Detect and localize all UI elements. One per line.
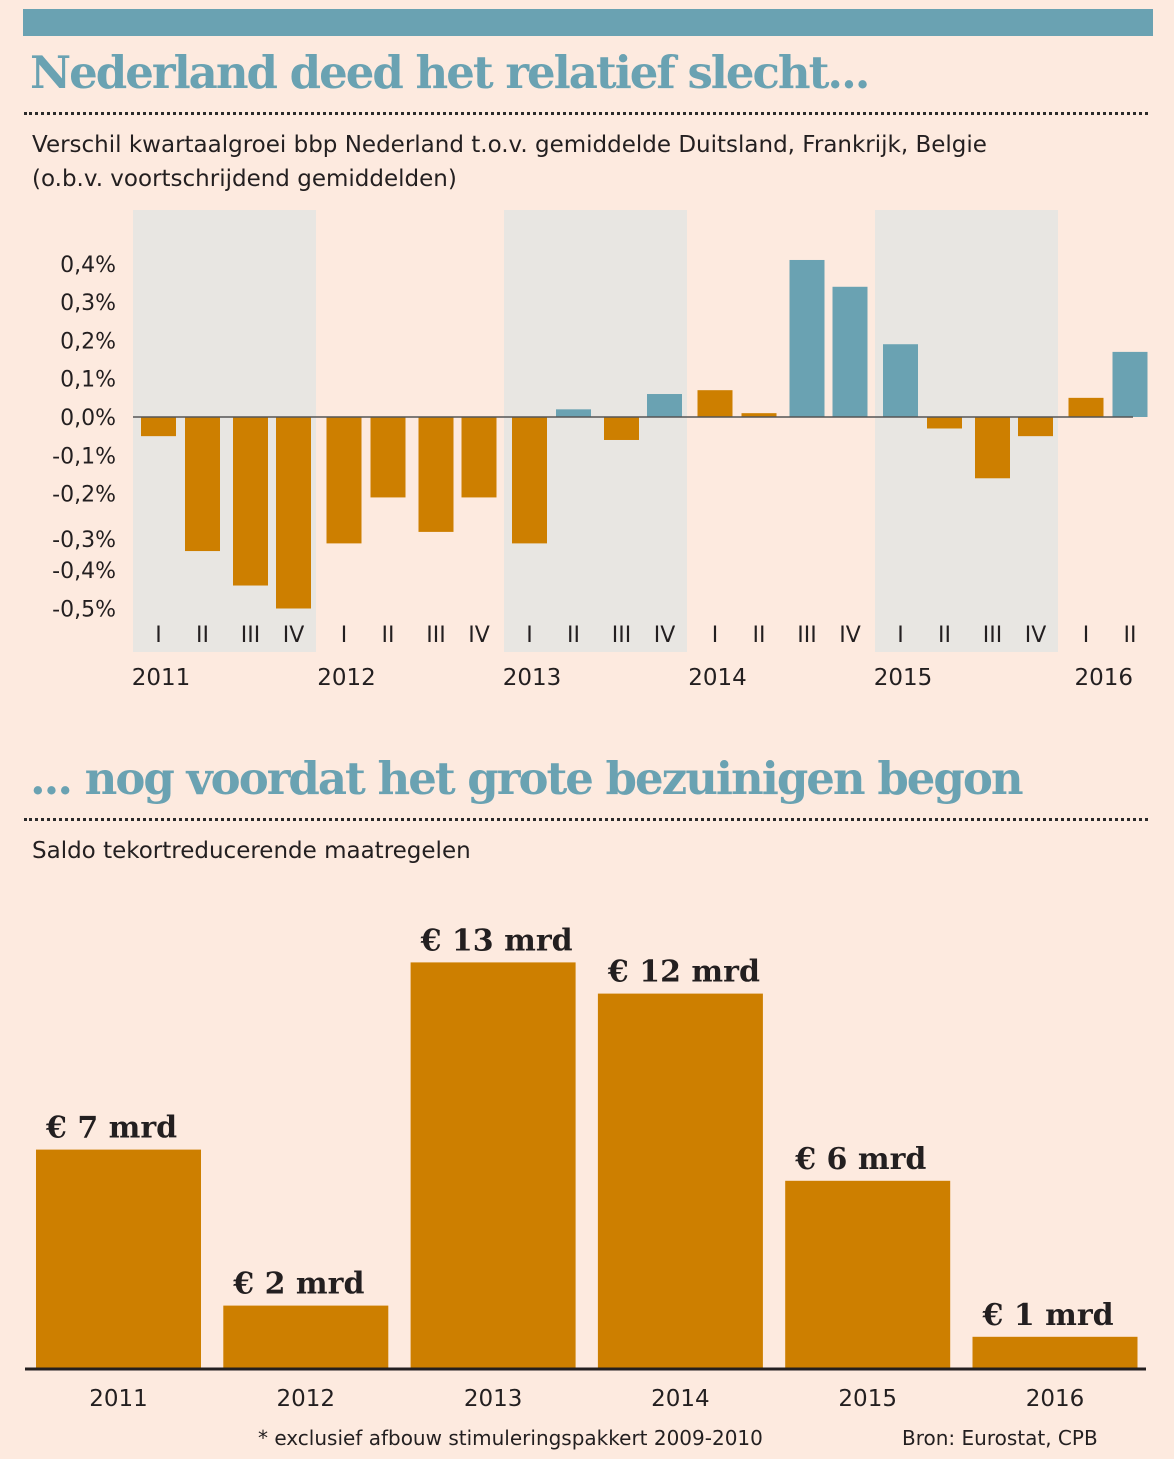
quarter-label: II <box>1124 623 1137 648</box>
year-label: 2014 <box>688 665 747 691</box>
chart1-subtitle: Verschil kwartaalgroei bbp Nederland t.o… <box>32 132 987 192</box>
divider-1 <box>24 112 1148 115</box>
bar-2012-I <box>326 417 362 544</box>
bar-2014-IV <box>832 286 868 417</box>
quarter-label: IV <box>468 623 490 648</box>
bar-2012-II <box>370 417 406 498</box>
quarter-label: II <box>382 623 395 648</box>
bar-2011-II <box>185 417 220 552</box>
bar-2013-I <box>512 417 547 544</box>
bar-2012-III <box>418 417 454 532</box>
y-tick-label: 0,2% <box>60 329 116 354</box>
quarter-label: I <box>1083 623 1090 648</box>
bar-2013-II <box>556 409 591 417</box>
year-label: 2015 <box>838 1386 897 1412</box>
quarter-label: III <box>241 623 260 648</box>
bar-2015-III <box>975 417 1010 479</box>
y-tick-label: 0,3% <box>60 291 116 316</box>
year-label: 2015 <box>874 665 933 691</box>
chart1-title: Nederland deed het relatief slecht... <box>30 46 870 99</box>
bar-2016 <box>972 1336 1138 1368</box>
quarter-label: IV <box>283 623 305 648</box>
quarter-label: II <box>753 623 766 648</box>
value-label: € 6 mrd <box>794 1142 926 1177</box>
quarterly-growth-chart: 0,4% 0,3% 0,2% 0,1% 0,0% -0,1% -0,2% -0,3% -0,4%… <box>52 210 1148 691</box>
bar-2014-III <box>789 259 825 417</box>
y-tick-label: 0,4% <box>60 253 116 278</box>
bar-2015-II <box>927 417 962 429</box>
bar-2015-I <box>883 344 918 417</box>
y-tick-label: -0,5% <box>52 598 116 623</box>
bar-2016-II <box>1112 351 1148 417</box>
bar-2011-IV <box>276 417 311 609</box>
y-tick-label: -0,2% <box>52 483 116 508</box>
y-tick-label: -0,1% <box>52 444 116 469</box>
value-label: € 2 mrd <box>232 1267 364 1302</box>
quarter-label: IV <box>654 623 676 648</box>
quarter-label: I <box>341 623 348 648</box>
quarter-label: III <box>797 623 816 648</box>
year-label: 2014 <box>651 1386 710 1412</box>
quarter-label: IV <box>839 623 861 648</box>
chart2-subtitle: Saldo tekortreducerende maatregelen <box>32 838 471 864</box>
header-bar <box>23 9 1153 36</box>
bar-2015 <box>785 1180 951 1368</box>
value-label: € 1 mrd <box>982 1298 1114 1333</box>
bar-2012 <box>223 1305 389 1368</box>
bar-2014-I <box>697 390 733 417</box>
quarter-label: I <box>712 623 719 648</box>
quarter-label: I <box>155 623 162 648</box>
quarter-label: I <box>526 623 533 648</box>
year-label: 2013 <box>503 665 562 691</box>
bar-2011-III <box>233 417 268 586</box>
y-tick-label: 0,0% <box>60 406 116 431</box>
footnote: * exclusief afbouw stimuleringspakkert 2… <box>258 1426 763 1450</box>
bar-2013-III <box>604 417 639 440</box>
quarter-label: II <box>567 623 580 648</box>
year-label: 2011 <box>132 665 191 691</box>
value-label: € 7 mrd <box>45 1111 177 1146</box>
bar-2014-II <box>741 413 777 417</box>
quarter-label: II <box>196 623 209 648</box>
quarter-label: III <box>426 623 445 648</box>
y-tick-label: -0,4% <box>52 559 116 584</box>
quarter-label: IV <box>1025 623 1047 648</box>
bar-2013-IV <box>647 394 682 417</box>
bar-2011 <box>36 1149 201 1368</box>
quarter-label: III <box>983 623 1002 648</box>
quarter-label: I <box>897 623 904 648</box>
year-label: 2016 <box>1074 665 1133 691</box>
source-note: Bron: Eurostat, CPB <box>902 1426 1098 1450</box>
bar-2016-I <box>1068 397 1104 417</box>
bar-2014 <box>597 993 763 1368</box>
quarter-label: III <box>612 623 631 648</box>
year-label: 2011 <box>89 1386 148 1412</box>
chart2-title: ... nog voordat het grote bezuinigen beg… <box>30 752 1024 805</box>
year-label: 2016 <box>1026 1386 1085 1412</box>
y-tick-label: 0,1% <box>60 368 116 393</box>
year-label: 2012 <box>277 1386 336 1412</box>
bar-2015-IV <box>1018 417 1053 437</box>
year-label: 2013 <box>464 1386 523 1412</box>
y-tick-label: -0,3% <box>52 528 116 553</box>
divider-2 <box>24 818 1148 821</box>
value-label: € 12 mrd <box>607 955 760 990</box>
year-label: 2012 <box>317 665 376 691</box>
bar-2012-IV <box>461 417 497 498</box>
value-label: € 13 mrd <box>420 923 573 958</box>
bar-2013 <box>410 962 576 1368</box>
quarter-label: II <box>938 623 951 648</box>
bar-2011-I <box>141 417 176 437</box>
